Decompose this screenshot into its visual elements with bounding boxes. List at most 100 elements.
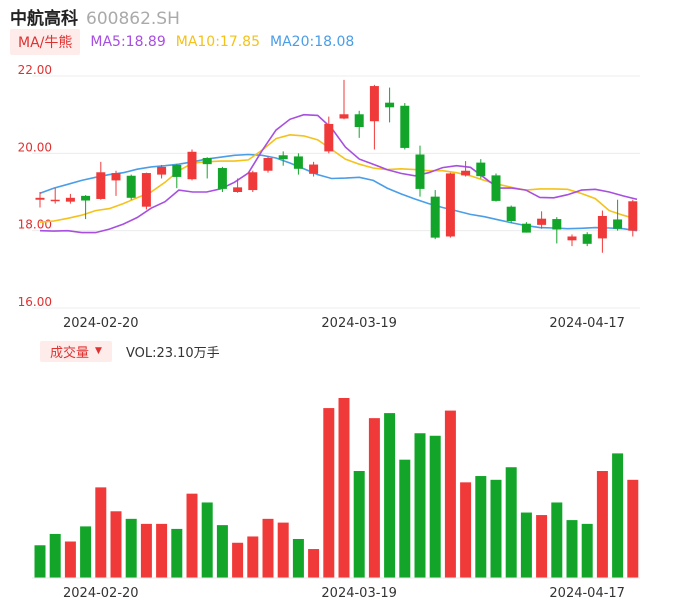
candle-body — [187, 151, 197, 180]
volume-bar — [429, 435, 441, 578]
ma20-line — [39, 153, 638, 232]
volume-bar — [323, 408, 335, 578]
volume-bar — [156, 523, 168, 578]
volume-bar — [277, 522, 289, 578]
candle-body — [385, 102, 395, 108]
volume-bar — [520, 512, 532, 578]
volume-bar — [140, 523, 152, 578]
stock-header: 中航高科 600862.SH — [10, 4, 180, 29]
caret-down-icon: ▼ — [95, 346, 102, 356]
candle-body — [400, 105, 410, 148]
ma10-line — [39, 133, 638, 223]
candle-body — [248, 172, 258, 191]
volume-bar — [596, 471, 608, 578]
candle-body — [354, 114, 364, 128]
candle-body — [50, 199, 60, 202]
volume-bar — [338, 398, 350, 578]
candle-body — [369, 86, 379, 122]
candle-body — [537, 218, 547, 225]
candle-body — [461, 170, 471, 176]
candle-body — [172, 164, 182, 177]
y-tick-label: 20.00 — [18, 140, 52, 154]
volume-bar — [444, 410, 456, 578]
candle-body — [324, 123, 334, 152]
candle-body — [613, 219, 623, 229]
y-tick-label: 18.00 — [18, 218, 52, 232]
candle-body — [96, 172, 106, 199]
ma5-line — [39, 113, 638, 234]
volume-bar — [247, 536, 259, 578]
stock-name: 中航高科 — [10, 9, 78, 29]
candle-body — [506, 206, 516, 221]
volume-bar — [399, 459, 411, 578]
stock-code: 600862.SH — [86, 9, 180, 29]
volume-bar — [171, 528, 183, 578]
volume-bar — [581, 523, 593, 578]
x-tick-label: 2024-02-20 — [63, 586, 139, 601]
volume-bar — [95, 487, 107, 578]
volume-bar — [80, 526, 92, 578]
candle-body — [141, 173, 151, 207]
volume-bar — [566, 520, 578, 578]
volume-bar — [34, 545, 46, 578]
candle-body — [157, 166, 167, 175]
volume-bar — [627, 479, 639, 578]
candle-body — [521, 223, 531, 233]
volume-bar — [353, 471, 365, 578]
volume-bar — [460, 482, 472, 578]
volume-bar — [368, 418, 380, 578]
candle-body — [567, 236, 577, 241]
candle-body — [597, 215, 607, 239]
volume-bar — [262, 518, 274, 578]
ma5-label: MA5:18.89 — [90, 34, 166, 50]
candle-body — [111, 173, 121, 181]
volume-value: VOL:23.10万手 — [125, 345, 220, 361]
volume-bar — [64, 541, 76, 578]
volume-legend: 成交量 ▼ VOL:23.10万手 — [40, 340, 220, 362]
candle-body — [309, 164, 319, 174]
volume-dropdown-label: 成交量 — [50, 345, 90, 361]
volume-bar — [475, 476, 487, 578]
volume-bar — [612, 453, 624, 578]
volume-bar — [49, 533, 61, 578]
volume-bar — [536, 515, 548, 578]
volume-bar — [308, 549, 320, 578]
ma-toggle-button[interactable]: MA/牛熊 — [10, 29, 81, 55]
volume-bar — [186, 493, 198, 578]
x-tick-label: 2024-03-19 — [321, 586, 397, 601]
candle-body — [81, 195, 91, 201]
volume-bar — [292, 538, 304, 578]
ma-legend: MA/牛熊 MA5:18.89 MA10:17.85 MA20:18.08 — [10, 29, 355, 55]
candle-body — [263, 157, 273, 171]
x-tick-label: 2024-02-20 — [63, 316, 139, 331]
volume-bar — [232, 542, 244, 578]
candle-body — [217, 168, 227, 189]
volume-bar — [414, 433, 426, 578]
candle-body — [582, 234, 592, 244]
volume-bar — [384, 413, 396, 578]
candle-body — [65, 197, 75, 202]
y-tick-label: 16.00 — [18, 295, 52, 309]
candle-body — [430, 196, 440, 238]
candle-body — [339, 114, 349, 119]
candle-body — [628, 201, 638, 231]
candle-body — [552, 219, 562, 230]
x-tick-label: 2024-03-19 — [321, 316, 397, 331]
volume-bar — [551, 502, 563, 578]
candle-body — [126, 175, 136, 198]
candle-body — [278, 155, 288, 160]
x-tick-label: 2024-04-17 — [549, 316, 625, 331]
volume-bar — [490, 479, 502, 578]
candle-body — [415, 154, 425, 189]
volume-bar — [110, 511, 122, 578]
candle-body — [293, 156, 303, 169]
candle-body — [35, 197, 45, 200]
candle-body — [445, 173, 455, 237]
ma10-label: MA10:17.85 — [175, 34, 261, 50]
volume-bar — [505, 467, 517, 578]
ma20-label: MA20:18.08 — [270, 34, 355, 50]
volume-dropdown[interactable]: 成交量 ▼ — [40, 340, 112, 362]
volume-bar — [125, 518, 137, 578]
candle-body — [491, 175, 501, 201]
